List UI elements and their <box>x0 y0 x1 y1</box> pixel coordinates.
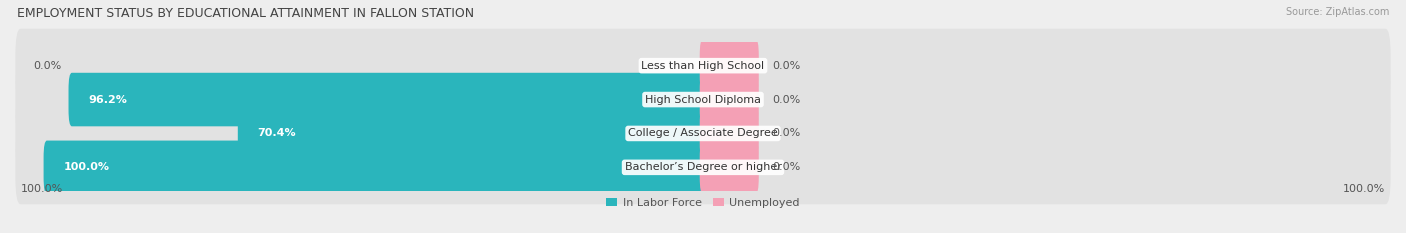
Legend: In Labor Force, Unemployed: In Labor Force, Unemployed <box>602 193 804 212</box>
Text: Bachelor’s Degree or higher: Bachelor’s Degree or higher <box>624 162 782 172</box>
Text: 96.2%: 96.2% <box>89 95 127 105</box>
Text: 0.0%: 0.0% <box>772 61 800 71</box>
Text: College / Associate Degree: College / Associate Degree <box>628 128 778 138</box>
FancyBboxPatch shape <box>44 140 706 194</box>
FancyBboxPatch shape <box>15 96 1391 170</box>
Text: EMPLOYMENT STATUS BY EDUCATIONAL ATTAINMENT IN FALLON STATION: EMPLOYMENT STATUS BY EDUCATIONAL ATTAINM… <box>17 7 474 20</box>
Text: 0.0%: 0.0% <box>772 162 800 172</box>
Text: High School Diploma: High School Diploma <box>645 95 761 105</box>
Text: 100.0%: 100.0% <box>1343 184 1385 194</box>
Text: 0.0%: 0.0% <box>772 95 800 105</box>
Text: 100.0%: 100.0% <box>63 162 110 172</box>
FancyBboxPatch shape <box>15 130 1391 204</box>
FancyBboxPatch shape <box>700 39 759 93</box>
Text: 100.0%: 100.0% <box>21 184 63 194</box>
FancyBboxPatch shape <box>238 107 706 160</box>
Text: 70.4%: 70.4% <box>257 128 297 138</box>
FancyBboxPatch shape <box>15 63 1391 137</box>
Text: 0.0%: 0.0% <box>772 128 800 138</box>
FancyBboxPatch shape <box>15 29 1391 103</box>
FancyBboxPatch shape <box>700 107 759 160</box>
FancyBboxPatch shape <box>700 140 759 194</box>
Text: Less than High School: Less than High School <box>641 61 765 71</box>
FancyBboxPatch shape <box>69 73 706 126</box>
Text: Source: ZipAtlas.com: Source: ZipAtlas.com <box>1285 7 1389 17</box>
Text: 0.0%: 0.0% <box>34 61 62 71</box>
FancyBboxPatch shape <box>700 73 759 126</box>
